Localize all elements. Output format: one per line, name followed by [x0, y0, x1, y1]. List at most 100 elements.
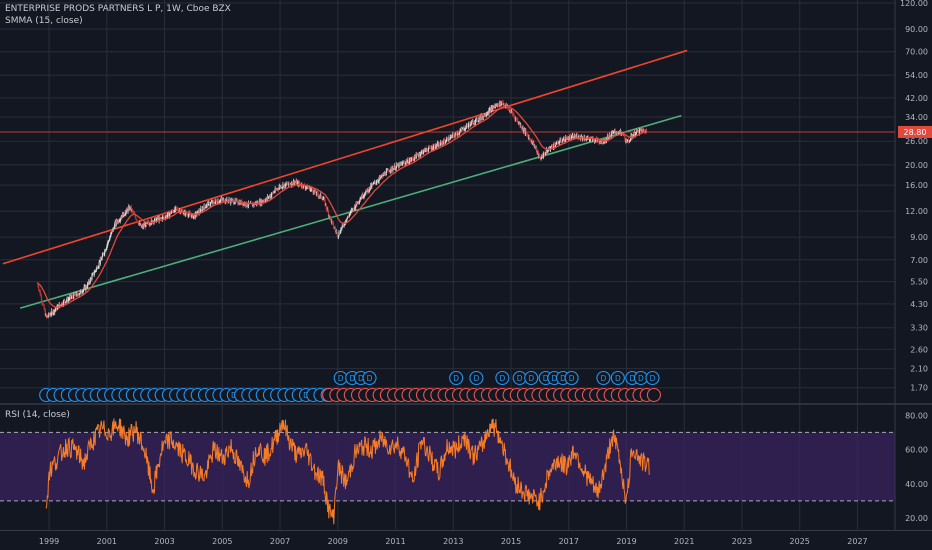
candle-body	[415, 154, 417, 159]
candle-body	[125, 211, 127, 215]
candle-body	[534, 146, 537, 148]
candle-body	[529, 139, 532, 141]
candle-body	[338, 231, 340, 236]
candle-body	[626, 140, 628, 141]
dividend-event-label: D	[638, 374, 644, 383]
dividend-event: D	[469, 370, 484, 386]
candle-body	[310, 189, 312, 191]
candle-body	[149, 224, 151, 225]
candle-body	[305, 187, 307, 188]
candle-body	[613, 131, 615, 132]
candle-body	[76, 292, 78, 296]
candle-body	[510, 112, 512, 113]
candle-body	[447, 141, 449, 142]
candle-body	[176, 207, 178, 209]
candle-body	[432, 146, 434, 149]
candle-body	[237, 203, 240, 205]
candle-body	[523, 129, 525, 132]
rsi-y-tick-label: 80.00	[905, 411, 928, 420]
candle-body	[365, 189, 367, 192]
candle-body	[485, 115, 487, 117]
candle-body	[482, 115, 484, 119]
candle-body	[347, 215, 349, 218]
candle-body	[264, 201, 266, 203]
candle-body	[64, 300, 66, 302]
candle-body	[362, 196, 365, 198]
y-tick-label: 20.00	[905, 161, 928, 170]
candle-body	[445, 141, 447, 142]
candle-body	[264, 200, 266, 202]
candle-body	[50, 310, 53, 315]
candle-body	[372, 184, 374, 185]
candle-body	[349, 213, 351, 215]
candle-body	[460, 128, 462, 131]
candle-body	[337, 235, 340, 237]
candle-body	[410, 159, 412, 161]
candle-body	[48, 313, 50, 315]
candle-body	[141, 226, 143, 228]
candle-body	[166, 215, 169, 218]
y-tick-label: 120.00	[900, 0, 928, 8]
dividend-event-circle	[596, 370, 611, 386]
candle-body	[428, 146, 430, 149]
candle-body	[498, 106, 500, 107]
candle-body	[552, 146, 554, 148]
x-tick-label: 2003	[154, 537, 174, 546]
candle-body	[558, 142, 561, 143]
rsi-legend[interactable]: RSI (14, close)	[5, 410, 70, 420]
candle-body	[146, 222, 149, 224]
price-chart[interactable]: 120.00 90.00 70.00 54.00 42.00 34.00 26.00 20.0…	[0, 0, 932, 405]
candle-body	[241, 201, 243, 205]
candle-body	[551, 144, 553, 147]
candle-body	[223, 198, 225, 202]
candle-body	[274, 191, 276, 193]
candle-body	[234, 202, 236, 204]
x-axis: 1999 2001 2003 2005 2007 2009 2011 2013 2015 2017…	[0, 530, 932, 550]
candle-body	[170, 212, 172, 214]
candle-body	[205, 206, 207, 208]
candle-body	[43, 305, 45, 310]
candle-body	[526, 132, 528, 134]
candle-body	[418, 154, 420, 157]
candle-body	[414, 155, 416, 157]
trendline-upper	[2, 49, 688, 265]
candle-body	[196, 211, 199, 214]
candle-body	[405, 162, 407, 165]
candle-body	[442, 142, 444, 143]
candle-body	[83, 289, 85, 291]
candle-body	[207, 201, 210, 206]
candle-body	[411, 157, 413, 159]
y-tick-label: 4.30	[910, 300, 928, 309]
candle-body	[348, 215, 350, 217]
candle-body	[103, 253, 105, 255]
candle-body	[246, 201, 248, 206]
smma-legend[interactable]: SMMA (15, close)	[5, 16, 83, 26]
candle-body	[364, 194, 366, 196]
candle-body	[164, 217, 166, 219]
candle-body	[446, 139, 448, 142]
candle-body	[452, 134, 454, 138]
candle-body	[532, 143, 534, 145]
candle-body	[261, 200, 263, 202]
candle-body	[83, 286, 85, 290]
candle-body	[155, 219, 157, 222]
x-tick-label: 2013	[443, 537, 463, 546]
candle-body	[382, 173, 385, 177]
candle-body	[611, 132, 613, 136]
candle-body	[358, 201, 360, 203]
candle-body	[565, 137, 567, 140]
candle-body	[393, 168, 395, 171]
candle-body	[411, 157, 413, 160]
candle-body	[544, 153, 547, 155]
rsi-y-tick-label: 20.00	[905, 514, 928, 523]
candle-body	[460, 130, 462, 131]
candle-body	[131, 209, 134, 211]
candle-body	[333, 227, 335, 228]
dividend-event-label: D	[517, 374, 523, 383]
candle-body	[111, 231, 113, 233]
candle-body	[355, 202, 357, 207]
candle-body	[126, 209, 128, 210]
rsi-chart[interactable]: 80.00 60.00 40.00 20.00	[0, 405, 932, 530]
candle-body	[542, 157, 544, 158]
